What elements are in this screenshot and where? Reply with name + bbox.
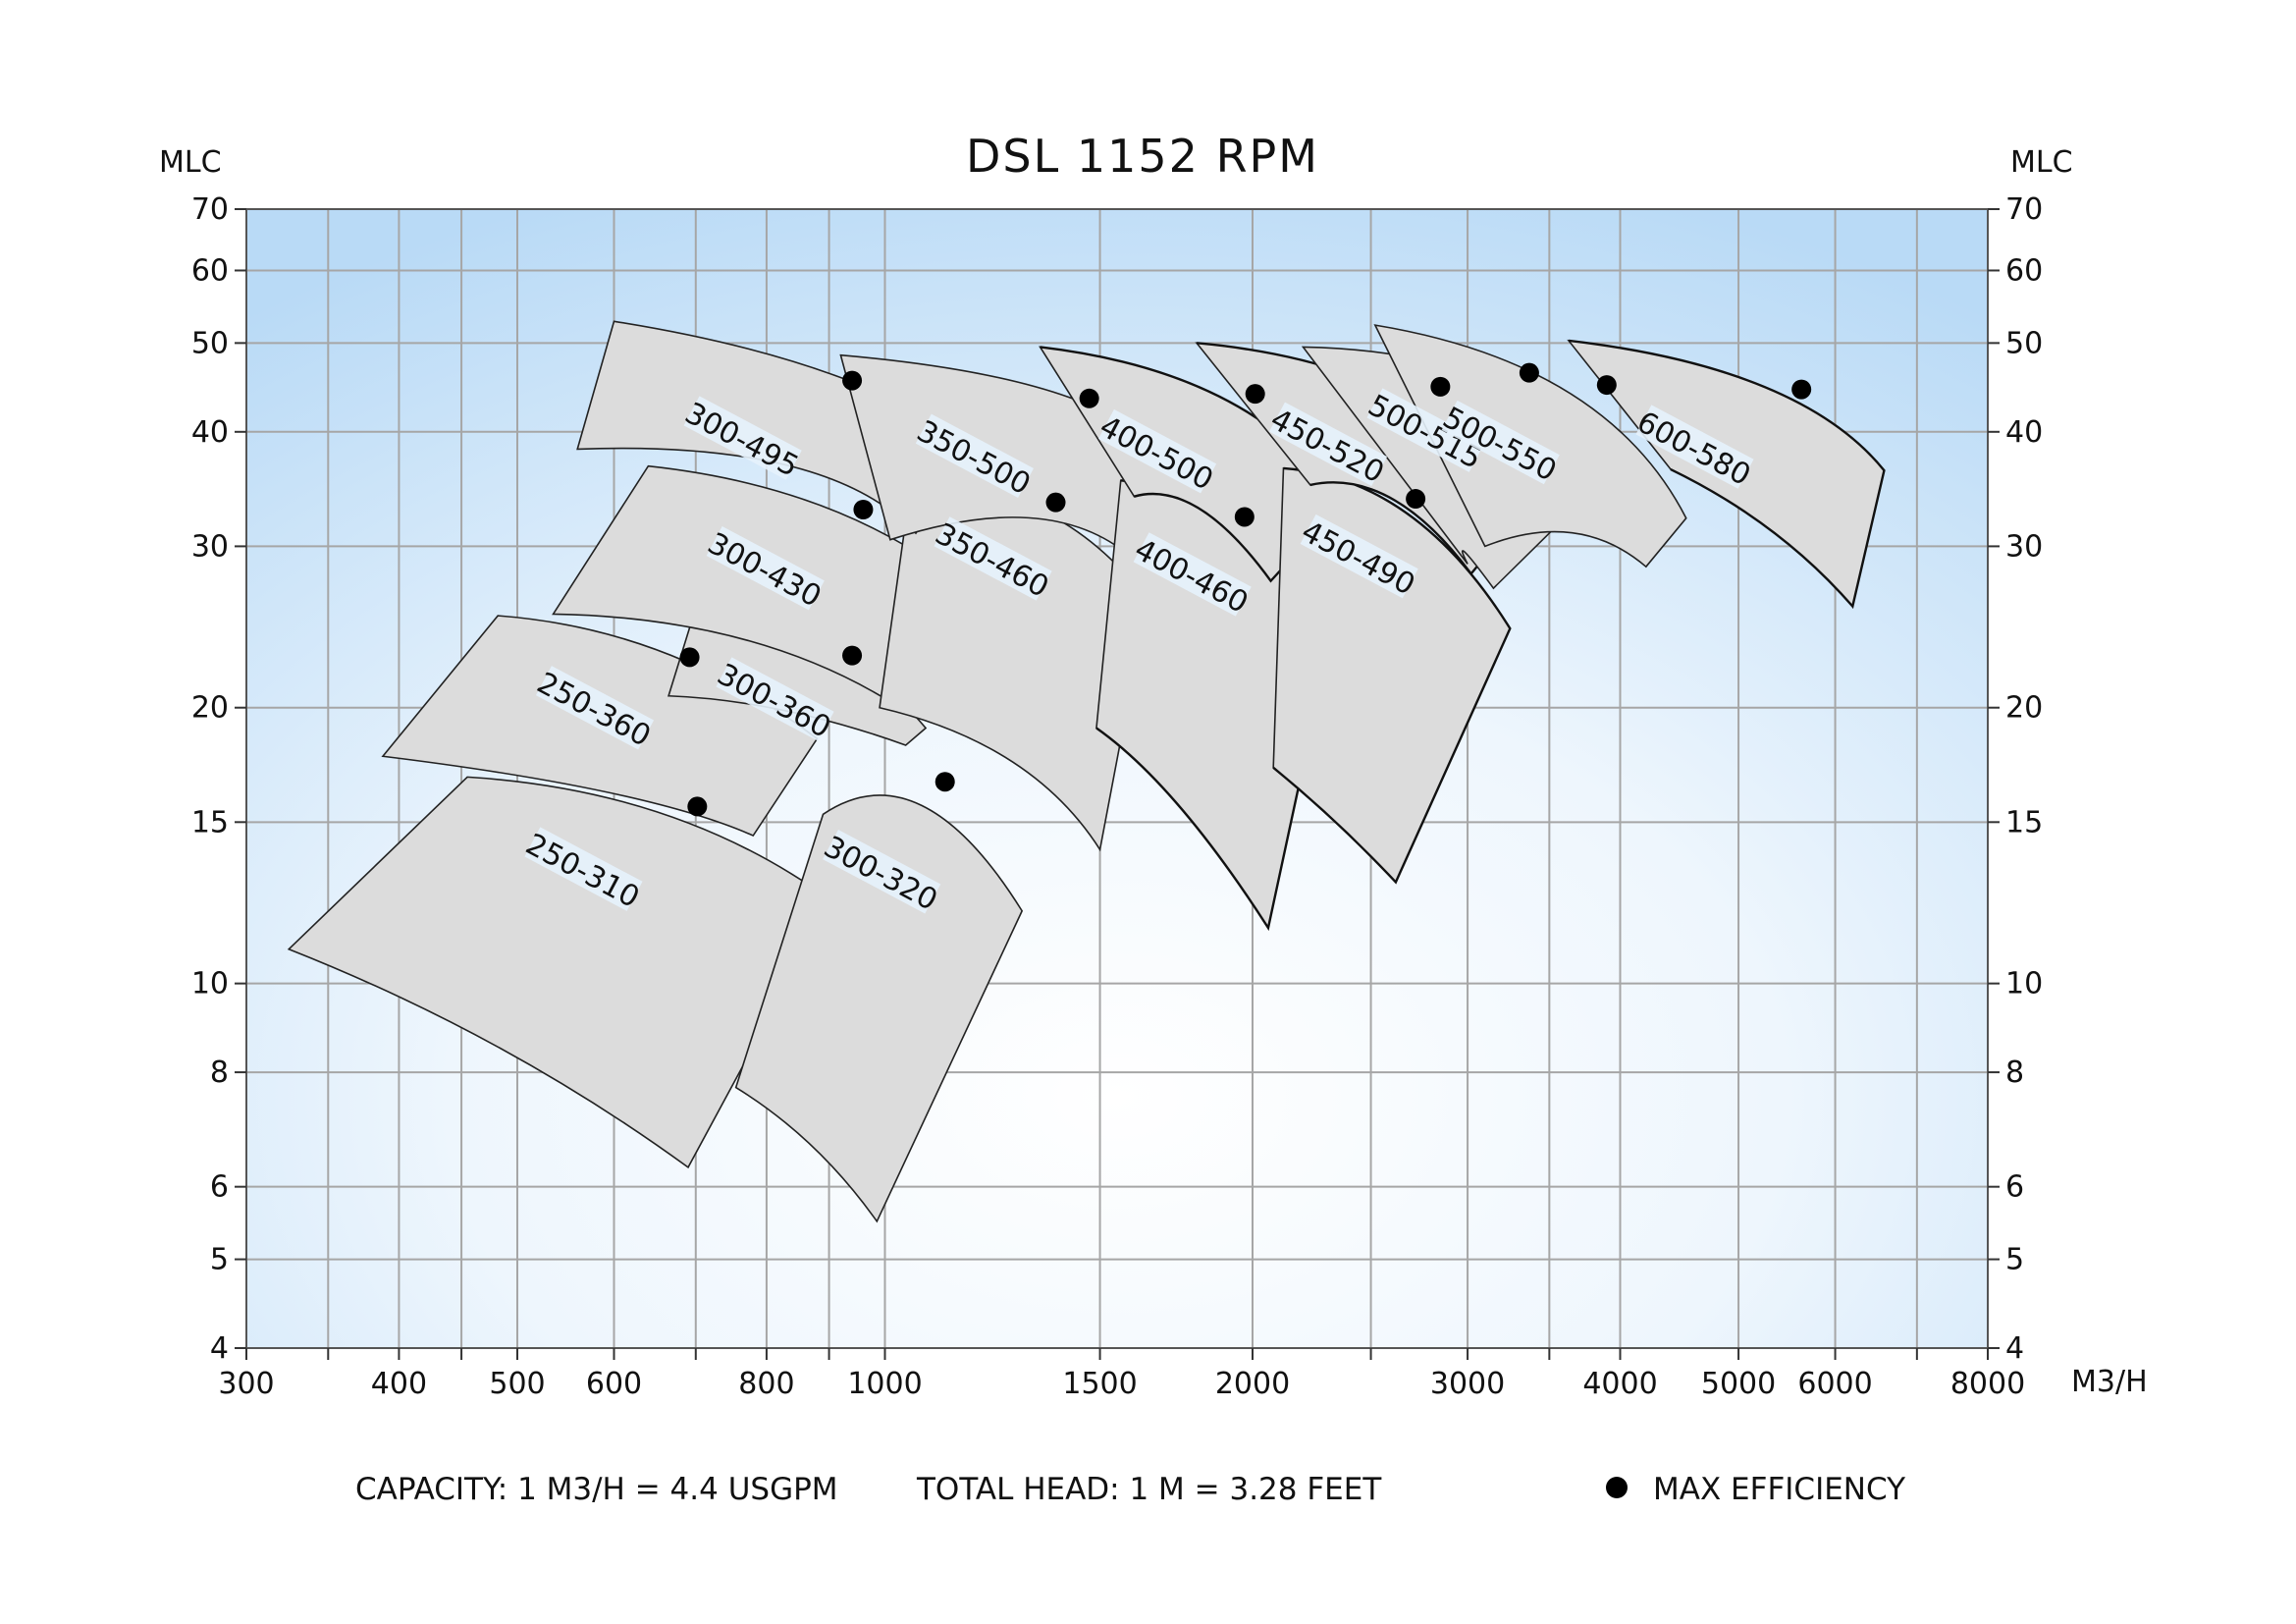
legend-label: MAX EFFICIENCY [1653,1472,1905,1507]
bep-point-300-360 [842,645,863,666]
pump-label-bg [1441,400,1560,485]
bep-point-250-360 [679,647,700,668]
pump-region-edge-600-580 [1568,339,1886,610]
y-tick-label-left: 30 [191,529,229,564]
y-tick-label-right: 40 [2005,415,2043,450]
pump-label-bg [706,525,825,611]
y-tick-label-right: 4 [2005,1331,2024,1366]
bep-point-250-310 [687,796,708,817]
x-tick-label: 6000 [1797,1367,1872,1401]
pump-label-bg [823,830,941,914]
x-tick-label: 300 [218,1367,274,1401]
x-tick-label: 400 [371,1367,427,1401]
capacity-note: CAPACITY: 1 M3/H = 4.4 USGPM [355,1472,838,1507]
pump-label-bg [716,657,834,741]
y-tick-label-left: 8 [210,1056,229,1090]
y-tick-label-right: 60 [2005,253,2043,288]
pump-label-bg [1097,408,1217,494]
pump-label-bg [535,666,655,750]
y-tick-label-left: 50 [191,326,229,360]
pump-label-bg [1269,402,1388,487]
y-tick-label-left: 20 [191,691,229,726]
pump-region-300-320 [734,794,1024,1223]
bep-point-500-515 [1519,362,1539,383]
x-tick-label: 1500 [1062,1367,1137,1401]
bep-point-300-430 [853,499,874,519]
pump-label-bg [524,827,643,911]
x-tick-label: 8000 [1950,1367,2025,1401]
x-tick-label: 800 [738,1367,794,1401]
y-axis-label-left: MLC [159,145,222,180]
y-tick-label-left: 6 [210,1170,229,1205]
x-tick-label: 500 [489,1367,545,1401]
y-tick-label-left: 70 [191,192,229,227]
y-tick-label-left: 5 [210,1243,229,1277]
y-tick-label-right: 50 [2005,326,2043,360]
bep-point-400-500 [1245,384,1265,405]
x-tick-label: 4000 [1582,1367,1657,1401]
pump-label-bg [934,516,1052,601]
x-axis: 300 400 500 600 800 1000 1500 2000 3000 4000 5000 6… [218,1348,2025,1401]
x-tick-label: 5000 [1701,1367,1776,1401]
bep-point-300-320 [934,772,955,792]
y-axis-label-right: MLC [2010,145,2073,180]
pump-label-bg [1635,405,1754,489]
y-tick-label-left: 60 [191,253,229,288]
bep-point-350-500 [1079,388,1099,408]
x-tick-label: 3000 [1430,1367,1505,1401]
y-tick-label-right: 20 [2005,691,2043,726]
bep-point-400-460 [1234,507,1255,527]
y-tick-label-left: 15 [191,805,229,839]
y-tick-label-right: 8 [2005,1056,2024,1090]
bep-point-600-580 [1791,379,1812,400]
bep-point-500-550 [1596,375,1617,396]
pump-label-bg [683,396,802,480]
x-tick-label: 1000 [847,1367,922,1401]
chart-title: DSL 1152 RPM [966,130,1319,183]
x-tick-label: 600 [586,1367,642,1401]
pump-label-bg [1366,388,1485,472]
y-tick-label-left: 10 [191,967,229,1001]
y-tick-label-right: 5 [2005,1243,2024,1277]
y-tick-label-left: 4 [210,1331,229,1366]
y-tick-label-right: 15 [2005,805,2043,839]
y-tick-label-left: 40 [191,415,229,450]
bep-point-350-460 [1045,492,1066,513]
bep-point-450-490 [1406,489,1426,510]
x-axis-unit-label: M3/H [2071,1365,2148,1399]
y-tick-label-right: 70 [2005,192,2043,227]
plot-area-frame [245,208,1989,1349]
pump-label-bg [1133,532,1252,617]
bep-point-300-495 [842,370,863,391]
y-tick-label-right: 10 [2005,967,2043,1001]
pump-label-bg [915,413,1035,498]
x-tick-label: 2000 [1215,1367,1290,1401]
legend-marker [1606,1477,1628,1498]
y-tick-label-right: 6 [2005,1170,2024,1205]
y-tick-label-right: 30 [2005,529,2043,564]
y-axis-right: 4 5 6 8 10 15 20 30 40 50 60 70 [1988,192,2043,1366]
y-axis-left: 4 5 6 8 10 15 20 30 40 50 60 70 [191,192,246,1366]
max-efficiency-points [679,362,1812,817]
pump-label-bg [1300,514,1418,599]
total-head-note: TOTAL HEAD: 1 M = 3.28 FEET [916,1472,1382,1507]
bep-point-450-520 [1430,376,1451,397]
